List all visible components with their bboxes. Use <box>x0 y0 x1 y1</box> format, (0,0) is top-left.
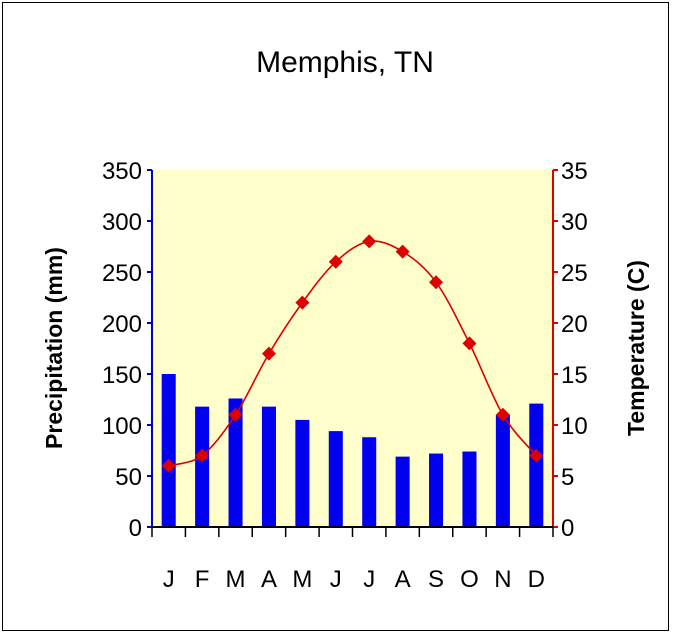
left-axis-title: Precipitation (mm) <box>41 247 67 449</box>
right-axis-title: Temperature (C) <box>623 260 649 436</box>
temperature-marker <box>161 458 176 473</box>
precipitation-bar <box>261 406 276 527</box>
left-tick-label: 100 <box>102 413 142 440</box>
precipitation-bar <box>429 453 444 527</box>
temperature-marker <box>295 295 310 310</box>
right-tick-label: 20 <box>561 311 588 338</box>
precipitation-bar <box>295 419 310 527</box>
left-tick-label: 0 <box>129 515 142 542</box>
precipitation-bar <box>161 374 176 527</box>
right-tick-label: 10 <box>561 413 588 440</box>
right-tick-label: 25 <box>561 260 588 287</box>
temperature-marker <box>362 234 377 249</box>
plot-background <box>152 170 553 527</box>
temperature-marker <box>495 407 510 422</box>
precipitation-bar <box>395 456 410 527</box>
x-tick-label: J <box>363 566 375 593</box>
left-tick-label: 150 <box>102 362 142 389</box>
x-tick-label: J <box>163 566 175 593</box>
left-tick-label: 250 <box>102 260 142 287</box>
chart-title: Memphis, TN <box>256 46 434 79</box>
left-tick-label: 50 <box>115 464 142 491</box>
right-tick-label: 15 <box>561 362 588 389</box>
x-tick-label: D <box>528 566 545 593</box>
x-tick-label: N <box>494 566 511 593</box>
left-tick-label: 350 <box>102 158 142 185</box>
precipitation-bar <box>495 414 510 527</box>
left-tick-label: 300 <box>102 209 142 236</box>
precipitation-bar <box>462 451 477 527</box>
precipitation-bar <box>328 431 343 527</box>
precipitation-bar <box>529 403 544 527</box>
x-tick-label: S <box>428 566 444 593</box>
left-tick-label: 200 <box>102 311 142 338</box>
x-tick-label: M <box>226 566 246 593</box>
temperature-marker <box>395 244 410 259</box>
right-tick-label: 0 <box>561 515 574 542</box>
temperature-marker <box>261 346 276 361</box>
temperature-marker <box>328 254 343 269</box>
temperature-marker <box>195 448 210 463</box>
x-tick-label: F <box>195 566 210 593</box>
precipitation-bar <box>195 406 210 527</box>
x-tick-label: A <box>261 566 277 593</box>
right-tick-label: 5 <box>561 464 574 491</box>
x-tick-label: J <box>330 566 342 593</box>
x-tick-label: O <box>460 566 479 593</box>
temperature-marker <box>529 448 544 463</box>
right-tick-label: 35 <box>561 158 588 185</box>
temperature-marker <box>228 407 243 422</box>
x-tick-label: M <box>292 566 312 593</box>
x-tick-label: A <box>395 566 411 593</box>
temperature-marker <box>462 336 477 351</box>
precipitation-bar <box>228 398 243 527</box>
right-tick-label: 30 <box>561 209 588 236</box>
precipitation-bar <box>362 437 377 527</box>
temperature-marker <box>429 275 444 290</box>
